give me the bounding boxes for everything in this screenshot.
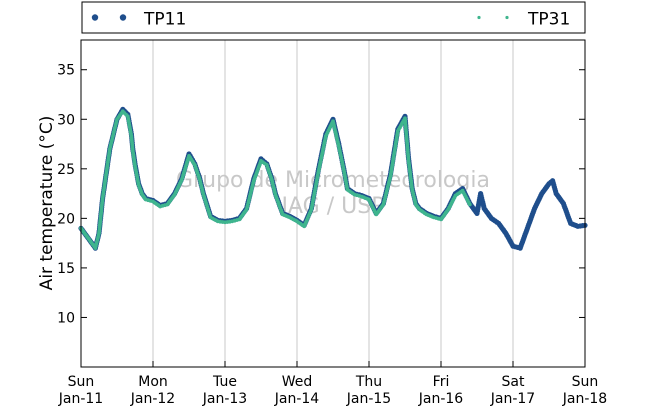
watermark-line-1: Grupo de Micrometeorologia: [176, 168, 490, 193]
y-axis: 10 15 20 25 30 35: [57, 63, 585, 326]
x-tick-date-3: Jan-14: [274, 391, 320, 407]
y-axis-title: Air temperature (°C): [37, 116, 57, 291]
watermark: Grupo de Micrometeorologia IAG / USP: [176, 168, 490, 219]
series-layer: [78, 106, 588, 251]
x-tick-day-2: Tue: [212, 374, 237, 390]
x-tick-day-7: Sun: [572, 374, 599, 390]
y-tick-label-15: 15: [57, 261, 75, 277]
plot-frame: [80, 39, 586, 368]
y-tick-label-10: 10: [57, 310, 75, 326]
y-tick-label-30: 30: [57, 112, 75, 128]
grid: [152, 40, 514, 367]
legend-marker-tp11: [119, 14, 127, 21]
legend-marker-tp31: [505, 15, 509, 20]
legend: TP11 TP31: [81, 1, 586, 34]
legend-label-tp11: TP11: [143, 10, 186, 30]
legend-marker-tp31: [477, 15, 481, 20]
x-tick-date-7: Jan-18: [562, 391, 607, 407]
x-tick-day-5: Fri: [433, 374, 450, 390]
x-tick-day-3: Wed: [282, 374, 313, 390]
x-tick-date-1: Jan-12: [130, 391, 175, 407]
data-point-tp31: [467, 202, 472, 207]
y-tick-label-20: 20: [57, 211, 75, 227]
x-tick-day-6: Sat: [502, 374, 525, 390]
series-tp31: [79, 109, 472, 251]
x-tick-date-0: Jan-11: [58, 391, 103, 407]
x-tick-date-6: Jan-17: [490, 391, 535, 407]
legend-label-tp31: TP31: [527, 10, 570, 30]
y-tick-label-35: 35: [57, 63, 75, 79]
x-tick-date-5: Jan-16: [418, 391, 464, 407]
x-axis: SunJan-11MonJan-12TueJan-13WedJan-14ThuJ…: [58, 361, 607, 407]
x-tick-day-4: Thu: [355, 374, 382, 390]
x-tick-day-1: Mon: [138, 374, 168, 390]
legend-frame: [81, 1, 586, 34]
x-tick-date-2: Jan-13: [202, 391, 247, 407]
legend-marker-tp11: [91, 14, 99, 21]
y-tick-label-25: 25: [57, 162, 75, 178]
x-tick-day-0: Sun: [68, 374, 95, 390]
x-tick-date-4: Jan-15: [346, 391, 391, 407]
